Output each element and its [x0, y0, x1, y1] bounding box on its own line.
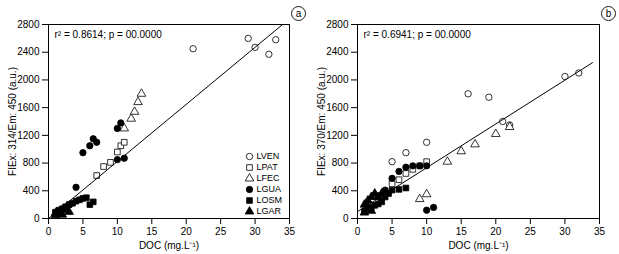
svg-text:1200: 1200	[17, 130, 40, 141]
svg-text:LVEN: LVEN	[257, 151, 280, 161]
svg-text:0: 0	[34, 213, 40, 224]
svg-text:30: 30	[250, 226, 262, 237]
svg-text:LGAR: LGAR	[257, 206, 282, 216]
svg-text:25: 25	[525, 226, 537, 237]
svg-text:LOSM: LOSM	[257, 195, 283, 205]
svg-text:0: 0	[343, 213, 349, 224]
svg-text:r² = 0.8614; p = 00.0000: r² = 0.8614; p = 00.0000	[55, 29, 163, 40]
svg-text:20: 20	[181, 226, 193, 237]
svg-text:DOC (mg.L⁻¹): DOC (mg.L⁻¹)	[139, 240, 199, 251]
svg-text:DOC (mg.L⁻¹): DOC (mg.L⁻¹)	[448, 240, 508, 251]
svg-text:35: 35	[284, 226, 296, 237]
svg-text:400: 400	[332, 185, 349, 196]
svg-text:2800: 2800	[17, 19, 40, 30]
svg-text:400: 400	[23, 185, 40, 196]
svg-text:LGUA: LGUA	[257, 184, 282, 194]
svg-text:5: 5	[389, 226, 395, 237]
svg-text:10: 10	[112, 226, 124, 237]
svg-text:30: 30	[559, 226, 571, 237]
svg-text:800: 800	[332, 157, 349, 168]
svg-text:2000: 2000	[326, 74, 349, 85]
svg-text:2800: 2800	[326, 19, 349, 30]
svg-text:a: a	[296, 8, 302, 19]
svg-text:2400: 2400	[326, 46, 349, 57]
svg-text:1200: 1200	[326, 130, 349, 141]
svg-text:800: 800	[23, 157, 40, 168]
svg-text:2400: 2400	[17, 46, 40, 57]
svg-text:FIEx: 370/Em: 450 (a.u.): FIEx: 370/Em: 450 (a.u.)	[316, 67, 327, 176]
svg-text:10: 10	[421, 226, 433, 237]
svg-text:1600: 1600	[17, 102, 40, 113]
svg-text:LPAT: LPAT	[257, 162, 279, 172]
svg-text:FIEx: 314/Em: 450 (a.u.): FIEx: 314/Em: 450 (a.u.)	[7, 67, 18, 176]
svg-text:0: 0	[355, 226, 361, 237]
svg-text:2000: 2000	[17, 74, 40, 85]
svg-text:35: 35	[594, 226, 606, 237]
svg-text:LFEC: LFEC	[257, 173, 281, 183]
svg-text:20: 20	[490, 226, 502, 237]
svg-text:25: 25	[215, 226, 227, 237]
svg-text:5: 5	[80, 226, 86, 237]
svg-text:15: 15	[146, 226, 158, 237]
svg-text:1600: 1600	[326, 102, 349, 113]
svg-text:b: b	[606, 8, 612, 19]
svg-text:r² = 0.6941; p = 00.0000: r² = 0.6941; p = 00.0000	[364, 29, 472, 40]
svg-text:0: 0	[46, 226, 52, 237]
svg-text:15: 15	[456, 226, 468, 237]
